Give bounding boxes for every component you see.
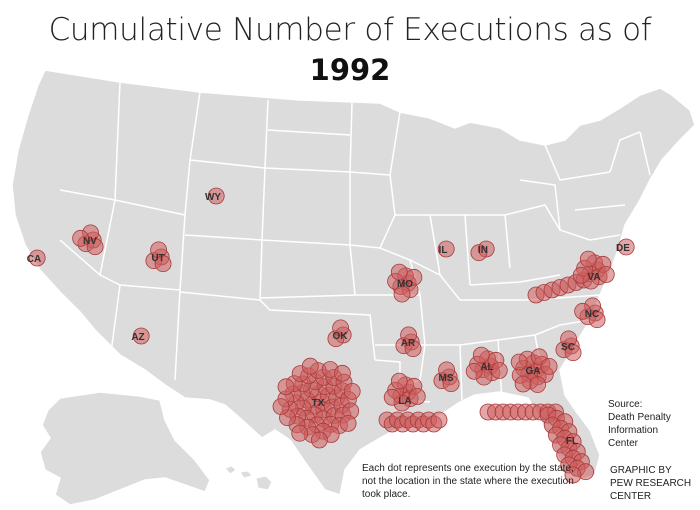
state-label-de: DE [616,243,630,254]
execution-dot-va [579,250,597,268]
execution-dot-ga [510,353,528,371]
execution-dot-al [472,346,490,364]
execution-dot-tx [277,378,295,396]
state-label-tx: TX [312,398,325,409]
execution-dot-mo [393,285,411,303]
state-label-va: VA [587,272,600,283]
execution-dot-ar [404,340,422,358]
state-label-mo: MO [397,279,413,290]
execution-dot-ga [540,357,558,375]
execution-dot-la [408,388,426,405]
state-label-fl: FL [566,436,578,447]
state-label-ar: AR [401,338,416,349]
execution-dot-ms [442,375,460,393]
execution-dot-ga [529,376,546,394]
execution-dot-va [572,266,590,284]
state-label-ms: MS [439,373,454,384]
execution-dot-in [470,244,488,262]
execution-dot-de [617,238,635,256]
execution-dot-la [430,411,448,429]
execution-dot-tx [310,431,328,449]
dot-explanation-note: Each dot represents one execution by the… [362,463,574,500]
execution-dot-tx [272,398,290,416]
execution-dot-al [465,362,483,380]
execution-dots [28,187,635,484]
chart-year: 1992 [309,53,391,87]
state-label-az: AZ [131,332,144,343]
execution-dot-tx [333,364,351,382]
credit-line3: CENTER [610,491,652,502]
state-label-ok: OK [333,331,349,342]
source-line2: Information [608,425,659,436]
source-line3: Center [608,438,639,449]
execution-dot-tx [343,382,361,400]
state-borders [59,81,651,403]
execution-dot-va [597,266,615,283]
state-label-ca: CA [27,254,41,265]
execution-dot-mo [405,268,423,286]
execution-dot-ca [28,249,46,267]
execution-dot-nv [72,229,89,247]
state-label-ga: GA [526,366,541,377]
execution-dot-ok [332,319,350,337]
execution-dot-sc [564,344,582,362]
execution-dot-nc [574,302,591,320]
execution-dot-tx [339,414,357,432]
execution-dot-mo [390,263,408,281]
execution-dot-ut [154,255,172,273]
state-label-nv: NV [83,236,97,247]
credit-line1: GRAPHIC BY [610,465,672,476]
state-label-ut: UT [151,253,164,264]
execution-dot-al [490,362,508,379]
graphic-credit: GRAPHIC BY PEW RESEARCH CENTER [610,464,700,503]
execution-dot-fl [564,466,582,484]
execution-dot-nv [86,238,104,256]
state-labels: CA NV UT AZ WY OK TX MO AR LA MS AL GA FL SC NC VA DE IL IN [27,192,630,447]
hawaii [224,465,273,491]
execution-dot-az [132,327,150,345]
execution-dot-wy [207,187,225,205]
execution-dot-il [437,240,455,258]
alaska [39,391,211,506]
credit-line2: PEW RESEARCH [610,478,692,489]
execution-dot-tx [301,357,319,375]
state-label-al: AL [480,362,493,373]
execution-dot-ga [514,375,532,393]
execution-dot-la [390,372,408,390]
execution-dot-tx [291,424,309,442]
state-label-il: IL [439,245,448,256]
chart-title: Cumulative Number of Executions as of [48,12,652,48]
source-line1: Death Penalty [608,412,671,423]
source-label: Source: [608,399,643,410]
source-note: Source: Death Penalty Information Center [608,398,671,450]
state-label-wy: WY [205,192,221,203]
state-label-la: LA [398,396,411,407]
state-label-in: IN [478,245,488,256]
execution-dot-la [383,388,401,406]
state-label-nc: NC [585,309,599,320]
execution-dot-nc [588,311,606,329]
state-label-sc: SC [561,342,575,353]
